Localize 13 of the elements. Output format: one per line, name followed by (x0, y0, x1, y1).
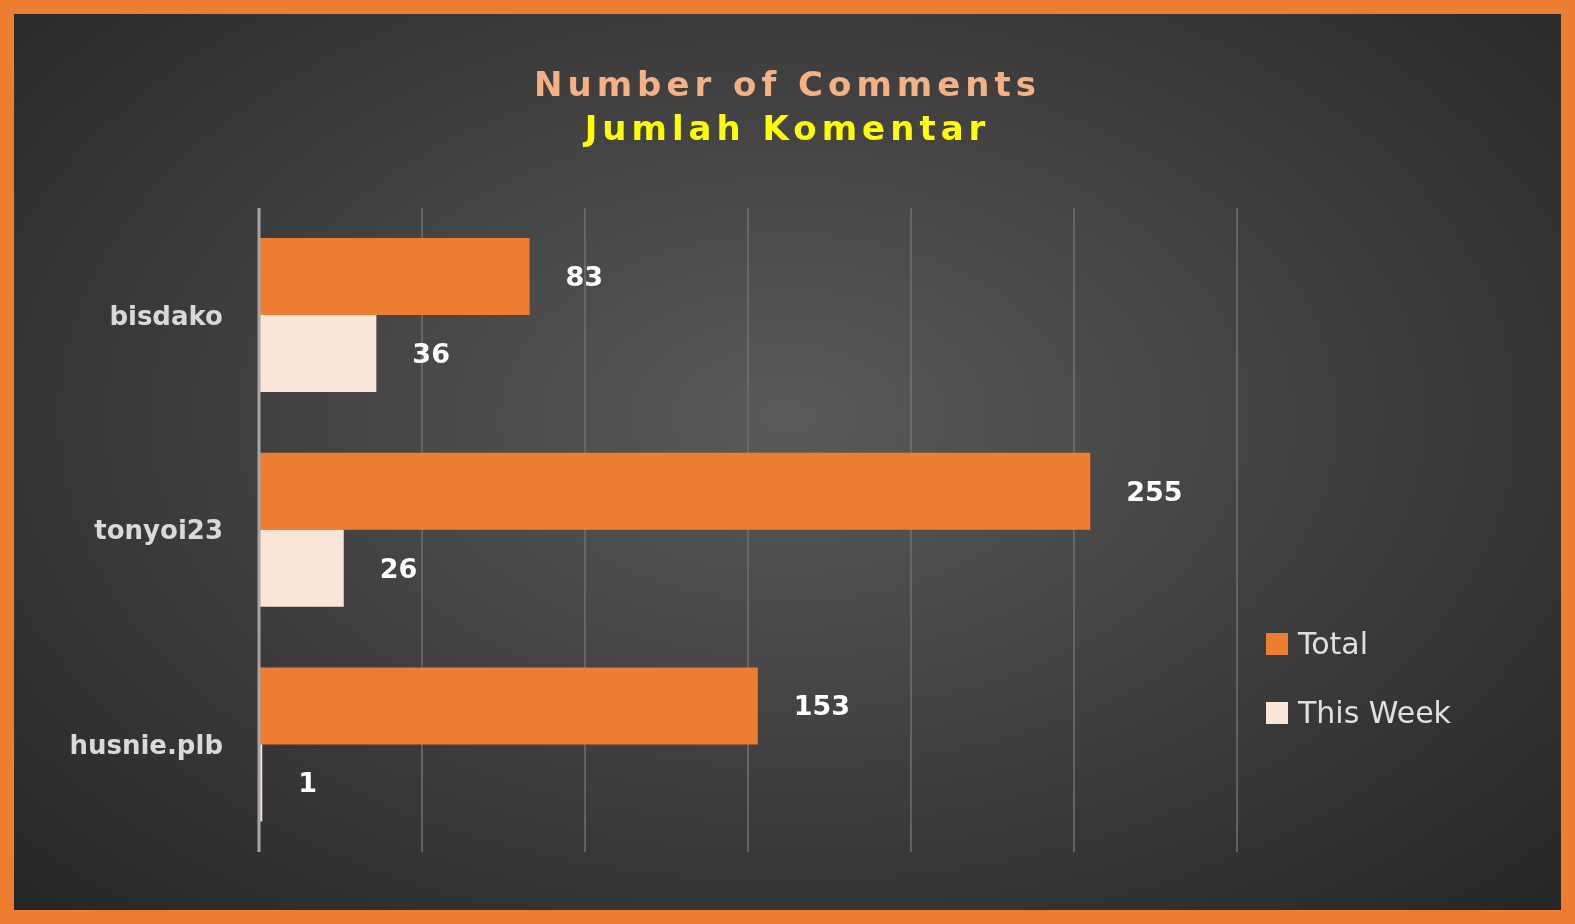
chart-subtitle: Jumlah Komentar (581, 107, 992, 150)
chart-title: Number of Comments (533, 63, 1042, 106)
legend-label: This Week (1297, 695, 1451, 730)
data-label: 153 (793, 690, 851, 722)
data-label: 255 (1126, 475, 1183, 507)
y-tick-label: husnie.plb (69, 729, 223, 760)
data-label: 36 (412, 338, 450, 370)
y-tick-label: tonyoi23 (94, 515, 223, 546)
legend-label: Total (1297, 626, 1369, 661)
data-label: 1 (298, 767, 318, 799)
y-tick-label: bisdako (109, 300, 223, 331)
data-label: 83 (565, 261, 604, 293)
data-label: 26 (379, 552, 418, 584)
